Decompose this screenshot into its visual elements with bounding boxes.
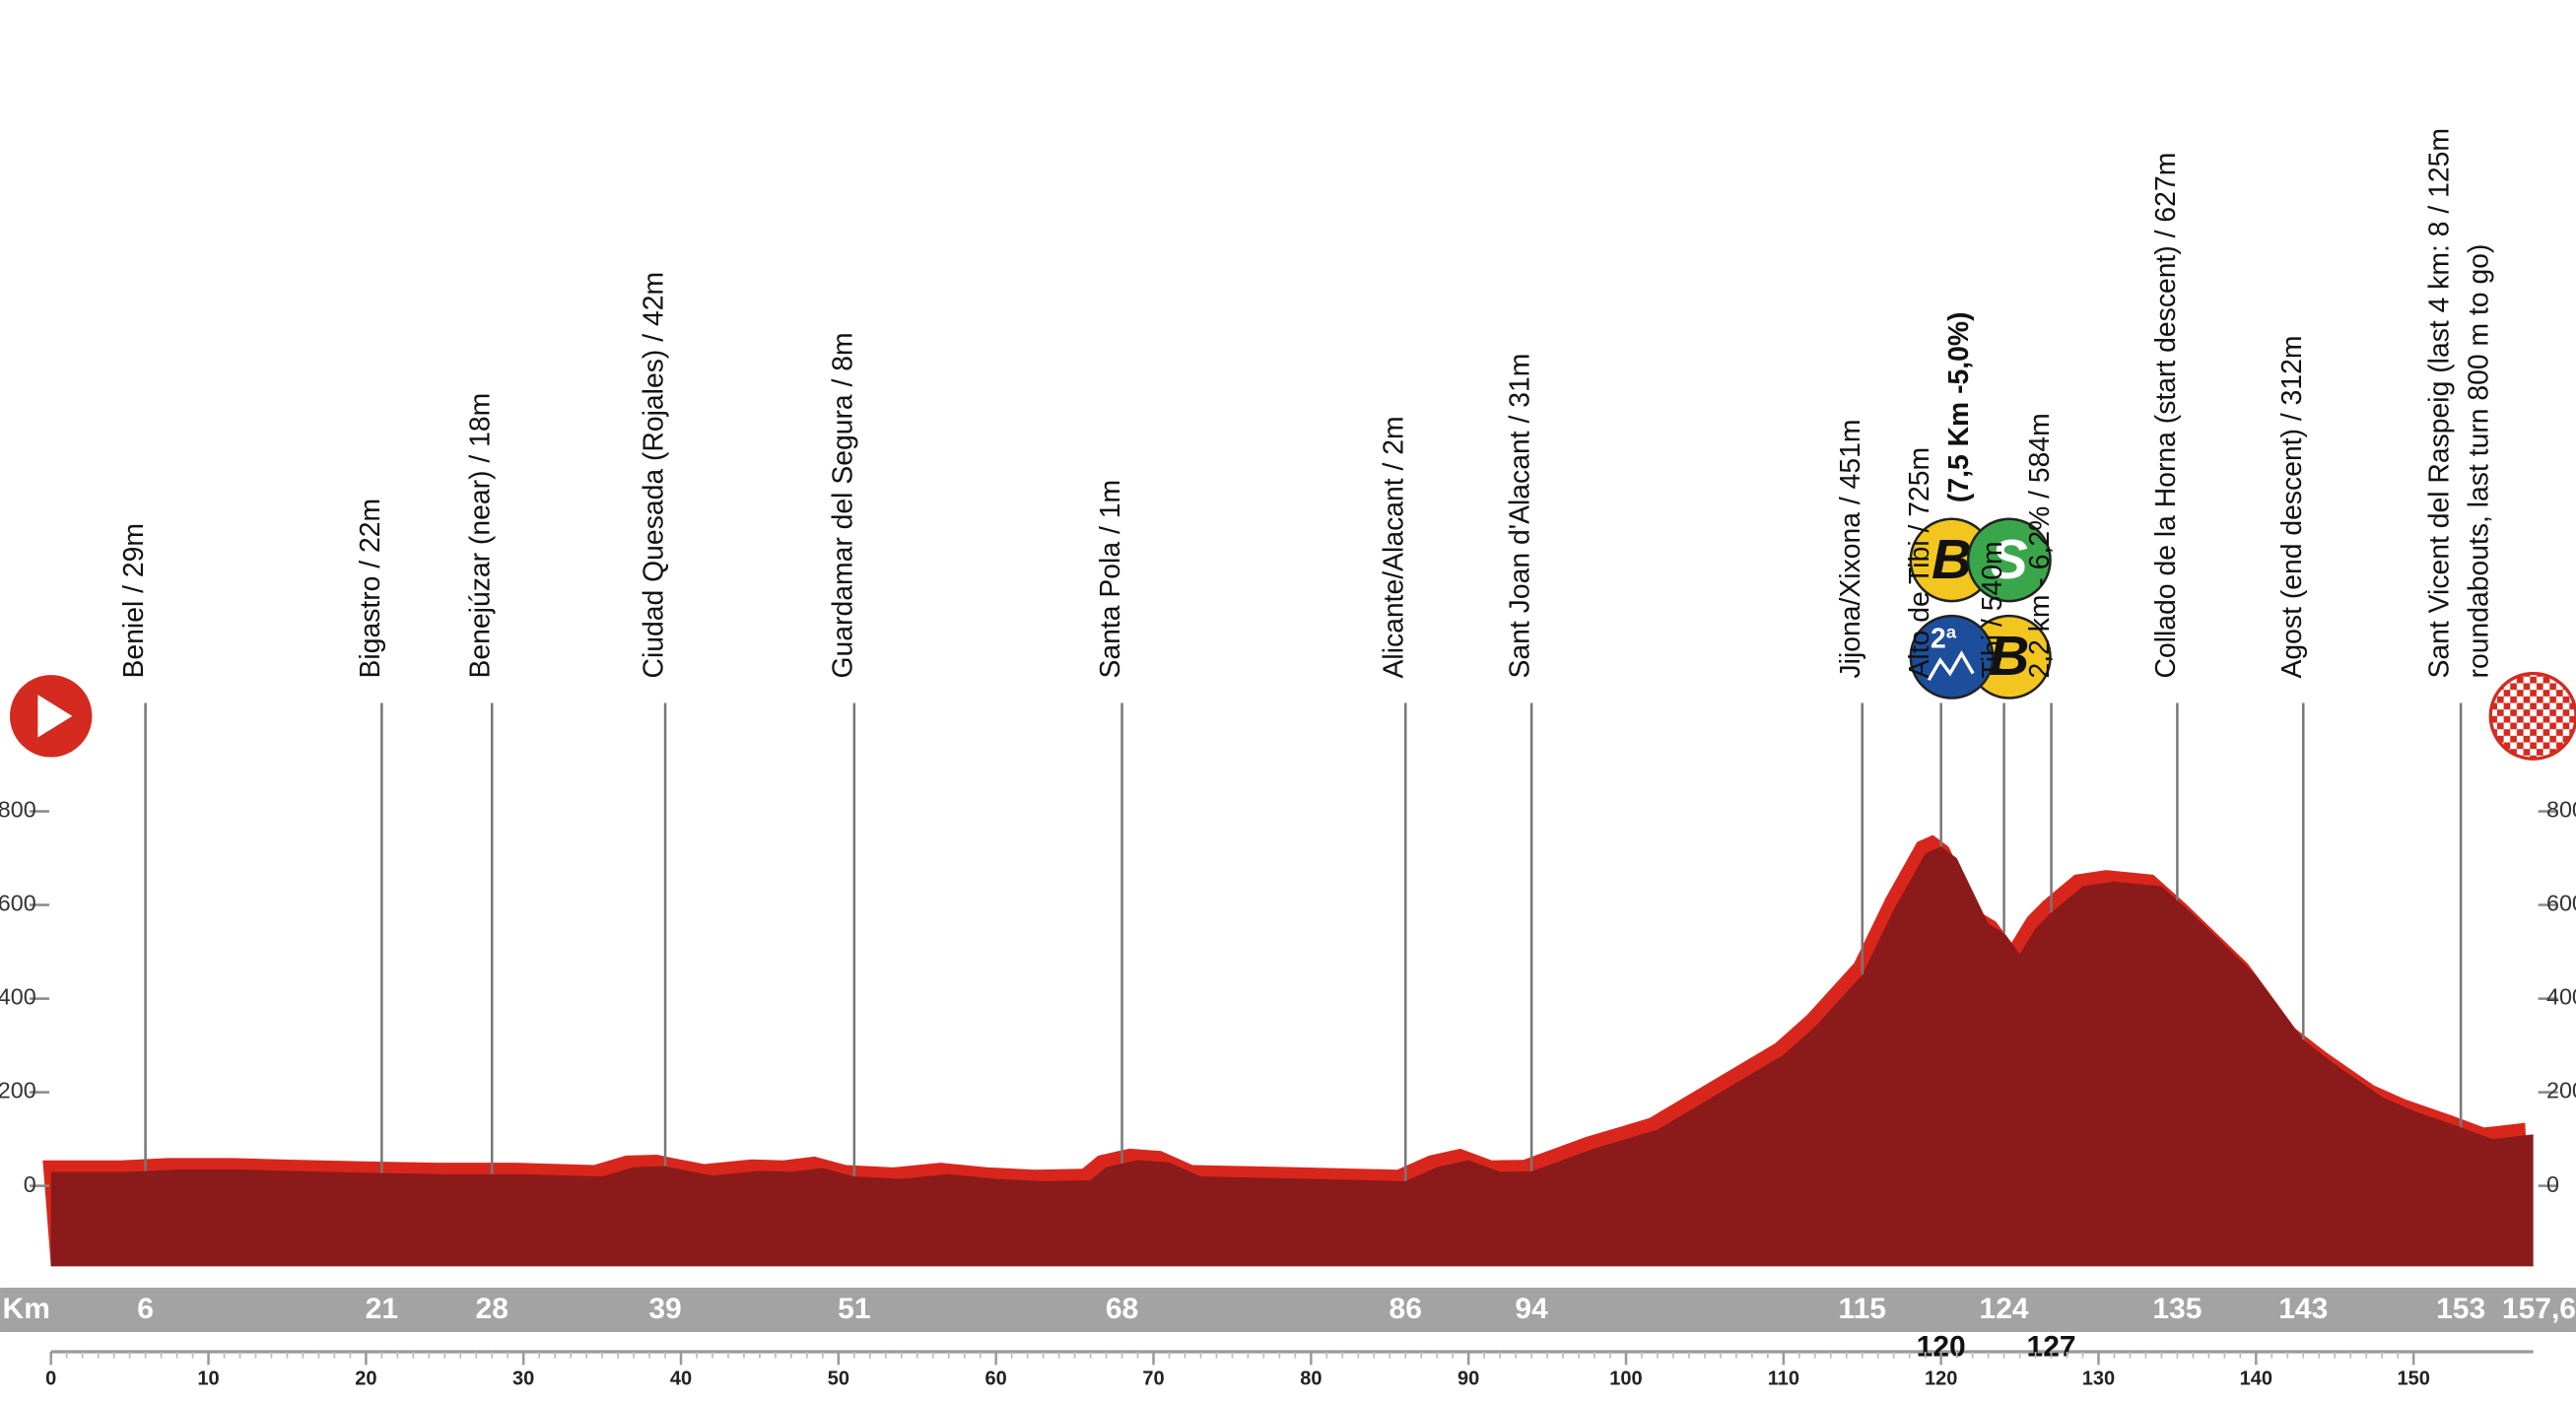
km-mark: 115 <box>1839 1293 1886 1325</box>
km-mark: 94 <box>1515 1293 1548 1325</box>
waypoint-label: Agost (end descent) / 312m <box>2276 335 2308 678</box>
x-tick-label: 90 <box>1457 1368 1479 1390</box>
waypoint-label: Benejúzar (near) / 18m <box>465 393 497 679</box>
km-mark: 157,6 <box>2502 1293 2576 1325</box>
y-tick-label: 400 <box>2546 984 2576 1010</box>
x-tick-label: 130 <box>2082 1368 2115 1390</box>
km-mark: 28 <box>476 1293 508 1325</box>
x-tick-label: 70 <box>1142 1368 1164 1390</box>
km-mark: 21 <box>366 1293 398 1325</box>
badge: 2ª <box>1909 614 1995 700</box>
waypoint-label: Beniel / 29m <box>118 523 150 678</box>
badge-text: B <box>1932 529 1972 591</box>
badge-circle <box>1966 517 2052 603</box>
y-tick-label: 0 <box>24 1171 36 1197</box>
km-bar <box>0 1287 2576 1332</box>
profile-area <box>50 846 2534 1267</box>
waypoint-label: 2,2 km - 6,2% / 584m <box>2024 413 2056 678</box>
waypoint-label: Alicante/Alacant / 2m <box>1379 416 1410 678</box>
climb-icon <box>1927 650 1975 682</box>
waypoint-label: Bigastro / 22m <box>355 499 386 679</box>
badge-text: B <box>1989 626 2029 688</box>
y-tick-label: 800 <box>0 797 36 823</box>
waypoint-label: roundabouts, last turn 800 m to go) <box>2464 244 2495 679</box>
waypoint-label: Sant Joan d'Alacant / 31m <box>1505 354 1536 679</box>
waypoint-label: Alto de Tibi / 725m <box>1904 447 1935 679</box>
badge-text: S <box>1991 529 2028 591</box>
finish-icon <box>2488 671 2576 761</box>
y-tick-label: 600 <box>0 891 36 916</box>
waypoint-label: Guardamar del Segura / 8m <box>827 332 858 678</box>
km-mark: 39 <box>648 1293 681 1325</box>
km-mark: 143 <box>2278 1293 2328 1325</box>
y-tick-label: 200 <box>2546 1078 2576 1103</box>
x-tick-label: 100 <box>1609 1368 1642 1390</box>
waypoint-label: Sant Vicent del Raspeig (last 4 km: 8 / … <box>2424 128 2456 678</box>
km-mark: 153 <box>2436 1293 2485 1325</box>
y-tick-label: 0 <box>2546 1171 2559 1197</box>
y-tick-label: 800 <box>2546 797 2576 823</box>
km-mark: 86 <box>1390 1293 1422 1325</box>
waypoint-label: Tibi / 540m <box>1977 541 2008 678</box>
x-tick-label: 110 <box>1768 1368 1799 1390</box>
x-tick-label: 50 <box>828 1368 849 1390</box>
waypoint-note: (7,5 Km -5,0%) <box>1943 311 1975 502</box>
waypoint-label: Jijona/Xixona / 451m <box>1835 420 1866 679</box>
y-tick-label: 400 <box>0 984 36 1010</box>
x-tick-label: 30 <box>512 1368 534 1390</box>
x-tick-label: 140 <box>2240 1368 2272 1390</box>
km-mark: 6 <box>137 1293 154 1325</box>
y-tick-label: 200 <box>0 1078 36 1103</box>
plot <box>42 834 2534 1267</box>
waypoint-label: Ciudad Quesada (Rojales) / 42m <box>639 272 670 679</box>
x-tick-label: 120 <box>1925 1368 1957 1390</box>
km-mark: 124 <box>1980 1293 2029 1325</box>
x-tick-label: 20 <box>355 1368 376 1390</box>
badge: S <box>1966 517 2052 603</box>
km-label: Km <box>3 1293 50 1325</box>
km-mark: 135 <box>2152 1293 2202 1325</box>
start-icon <box>6 671 96 761</box>
x-tick-label: 150 <box>2397 1368 2429 1390</box>
x-tick-label: 40 <box>670 1368 692 1390</box>
km-mark: 51 <box>838 1293 870 1325</box>
x-tick-label: 60 <box>985 1368 1007 1390</box>
km-mark: 68 <box>1106 1293 1138 1325</box>
y-tick-label: 600 <box>2546 891 2576 916</box>
waypoint-label: Santa Pola / 1m <box>1095 480 1126 679</box>
x-tick-label: 0 <box>45 1368 56 1390</box>
x-tick-label: 10 <box>197 1368 219 1390</box>
badge-text: 2ª <box>1931 624 1957 655</box>
x-tick-label: 80 <box>1300 1368 1322 1390</box>
waypoint-label: Collado de la Horna (start descent) / 62… <box>2150 153 2182 679</box>
